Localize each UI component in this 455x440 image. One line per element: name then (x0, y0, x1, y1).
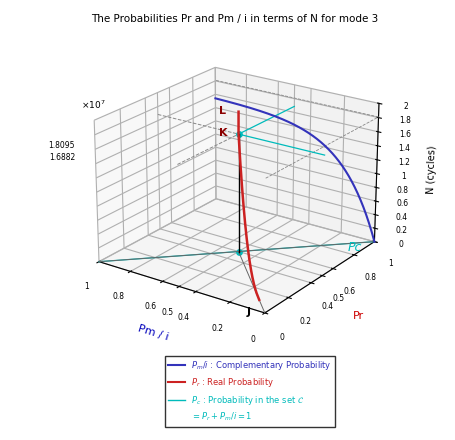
Text: 1.8095: 1.8095 (49, 141, 75, 150)
X-axis label: Pm / i: Pm / i (136, 323, 169, 342)
Text: $\times 10^7$: $\times 10^7$ (81, 99, 106, 111)
Y-axis label: Pr: Pr (353, 311, 364, 321)
Title: The Probabilities Pr and Pm / i in terms of N for mode 3: The Probabilities Pr and Pm / i in terms… (91, 15, 378, 25)
Text: 1.6882: 1.6882 (49, 154, 75, 162)
Legend: $P_m/i$ : Complementary Probability, $P_r$ : Real Probability, $P_c$ : Probabili: $P_m/i$ : Complementary Probability, $P_… (165, 356, 335, 426)
